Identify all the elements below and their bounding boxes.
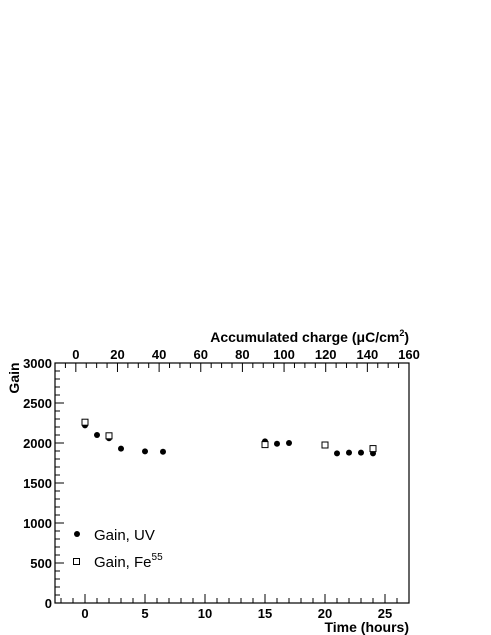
- axes: 0 5 10 15 20 25 0 500 1000 1500 2000 2500 3000 0 20 40 6…: [23, 347, 420, 621]
- y-tick-label: 1500: [23, 476, 52, 491]
- data-point-fe55: [369, 445, 377, 453]
- y-tick-label: 2500: [23, 396, 52, 411]
- top-tick-label: 120: [315, 347, 337, 362]
- top-tick-label: 40: [152, 347, 166, 362]
- top-tick-label: 60: [194, 347, 208, 362]
- data-point-fe55: [261, 441, 269, 449]
- data-point-fe55: [105, 432, 113, 440]
- data-point-uv: [334, 450, 340, 457]
- y-tick-label: 2000: [23, 436, 52, 451]
- data-point-fe55: [321, 441, 329, 449]
- y-tick-label: 500: [30, 556, 52, 571]
- legend-label-fe-base: Gain, Fe: [94, 554, 152, 571]
- top-axis-title-prefix: Accumulated charge (: [210, 329, 357, 345]
- data-point-uv: [274, 440, 280, 447]
- top-tick-label: 0: [72, 347, 79, 362]
- data-point-uv: [286, 440, 292, 446]
- y-tick-label: 3000: [23, 356, 52, 371]
- top-tick-label: 100: [273, 347, 295, 362]
- top-axis-title-unit: C/cm: [365, 329, 399, 345]
- x-axis-title: Time (hours): [324, 619, 409, 635]
- top-tick-label: 140: [357, 347, 379, 362]
- legend-label-uv: Gain, UV: [94, 527, 155, 544]
- x-tick-label: 20: [318, 606, 332, 621]
- y-tick-label: 1000: [23, 516, 52, 531]
- data-point-uv: [118, 445, 124, 452]
- top-tick-label: 20: [110, 347, 124, 362]
- data-point-uv: [94, 432, 100, 438]
- x-tick-label: 25: [378, 606, 392, 621]
- x-tick-label: 0: [81, 606, 88, 621]
- top-axis-title-sup: 2: [399, 328, 404, 338]
- x-tick-label: 5: [141, 606, 148, 621]
- y-tick-label: 0: [45, 596, 52, 611]
- top-axis-title-suffix: ): [404, 329, 409, 345]
- x-tick-label: 10: [198, 606, 212, 621]
- top-axis-title-mu: μ: [357, 329, 366, 345]
- x-tick-label: 15: [258, 606, 272, 621]
- legend-label-fe-sup: 55: [152, 552, 164, 563]
- data-point-uv: [358, 449, 364, 456]
- top-axis-title: Accumulated charge (μC/cm2): [210, 328, 409, 345]
- legend-marker-fe: [73, 558, 80, 565]
- data-point-fe55: [81, 418, 89, 426]
- legend-marker-uv: [74, 531, 80, 537]
- top-tick-label: 160: [398, 347, 420, 362]
- top-tick-label: 80: [235, 347, 249, 362]
- data-marks: [81, 418, 377, 457]
- data-point-uv: [160, 448, 166, 455]
- y-axis-title: Gain: [6, 362, 22, 393]
- legend: Gain, UV Gain, Fe55: [73, 527, 163, 571]
- legend-label-fe: Gain, Fe55: [94, 552, 163, 571]
- data-point-uv: [142, 448, 148, 455]
- data-point-uv: [346, 449, 352, 456]
